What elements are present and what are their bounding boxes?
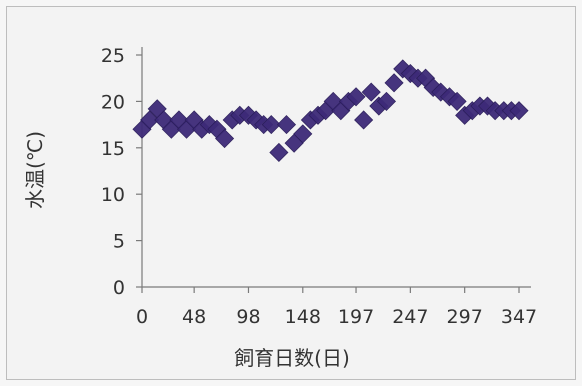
x-tick-label: 297 — [447, 306, 483, 328]
data-point — [215, 128, 235, 149]
y-tick-label: 10 — [101, 184, 125, 206]
data-point — [509, 101, 529, 121]
data-point — [261, 115, 281, 135]
y-tick-label: 20 — [101, 91, 125, 113]
x-tick-label: 98 — [236, 306, 260, 328]
x-tick-label: 247 — [392, 306, 428, 328]
data-points — [132, 59, 529, 163]
data-point — [354, 110, 374, 130]
data-point — [276, 115, 297, 135]
data-point — [376, 91, 397, 111]
x-axis-title: 飼育日数(日) — [234, 346, 350, 370]
data-point — [140, 110, 160, 130]
axes: 0 5 10 15 20 25 0 48 98 148 197 247 297 347 — [101, 45, 537, 328]
x-tick-label: 197 — [338, 306, 374, 328]
y-axis-title: 水温(℃) — [23, 131, 47, 209]
data-point — [269, 142, 289, 163]
data-point — [293, 124, 313, 144]
y-tick-label: 5 — [113, 231, 125, 253]
x-tick-label: 48 — [182, 306, 206, 328]
data-point — [361, 82, 381, 102]
chart-frame: 0 5 10 15 20 25 0 48 98 148 197 247 297 347 水温(℃) 飼育日… — [6, 6, 576, 380]
y-tick-label: 0 — [113, 277, 125, 299]
data-point — [346, 87, 366, 107]
y-tick-label: 25 — [101, 45, 125, 67]
y-tick-label: 15 — [101, 138, 125, 160]
data-point — [384, 73, 404, 93]
water-temperature-chart: 0 5 10 15 20 25 0 48 98 148 197 247 297 347 水温(℃) 飼育日… — [23, 45, 537, 370]
x-tick-label: 347 — [501, 306, 537, 328]
x-tick-label: 148 — [285, 306, 321, 328]
x-tick-label: 0 — [136, 306, 148, 328]
data-point — [447, 91, 467, 111]
